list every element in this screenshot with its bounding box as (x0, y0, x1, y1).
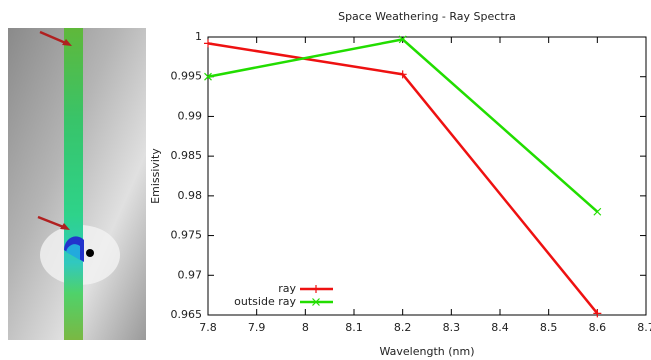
point-marker (398, 35, 407, 44)
point-marker (312, 285, 320, 293)
point-marker (593, 207, 602, 216)
series-line (207, 42, 599, 315)
chart-title: Space Weathering - Ray Spectra (338, 10, 516, 23)
point-marker (204, 72, 212, 81)
lunar-image (8, 28, 146, 340)
point-marker (204, 39, 212, 48)
x-tick-label: 7.8 (199, 321, 217, 334)
y-tick-label: 0.98 (178, 189, 203, 202)
plot-frame (207, 36, 647, 316)
point-marker (593, 309, 602, 318)
x-tick-label: 8.6 (589, 321, 607, 334)
y-axis-label: Emissivity (149, 148, 162, 204)
chart: Space Weathering - Ray Spectra Wavelengt… (149, 10, 651, 358)
legend-label: outside ray (234, 295, 296, 308)
y-tick-label: 0.965 (171, 308, 203, 321)
x-tick-label: 8.7 (637, 321, 651, 334)
y-tick-label: 0.975 (171, 229, 203, 242)
series-line (207, 38, 599, 213)
x-tick-label: 8.1 (345, 321, 363, 334)
x-tick-label: 8.2 (394, 321, 412, 334)
y-tick-label: 0.97 (178, 268, 203, 281)
y-tick-label: 1 (195, 30, 202, 43)
x-tick-label: 8 (302, 321, 309, 334)
x-tick-label: 8.5 (540, 321, 558, 334)
y-tick-label: 0.995 (171, 70, 203, 83)
legend-label: ray (278, 282, 296, 295)
y-tick-label: 0.985 (171, 149, 203, 162)
x-tick-label: 8.4 (491, 321, 509, 334)
point-marker (312, 298, 320, 306)
x-tick-label: 8.3 (443, 321, 461, 334)
x-axis-label: Wavelength (nm) (379, 345, 474, 358)
y-tick-label: 0.99 (178, 109, 203, 122)
point-marker (398, 70, 407, 79)
x-tick-label: 7.9 (248, 321, 266, 334)
